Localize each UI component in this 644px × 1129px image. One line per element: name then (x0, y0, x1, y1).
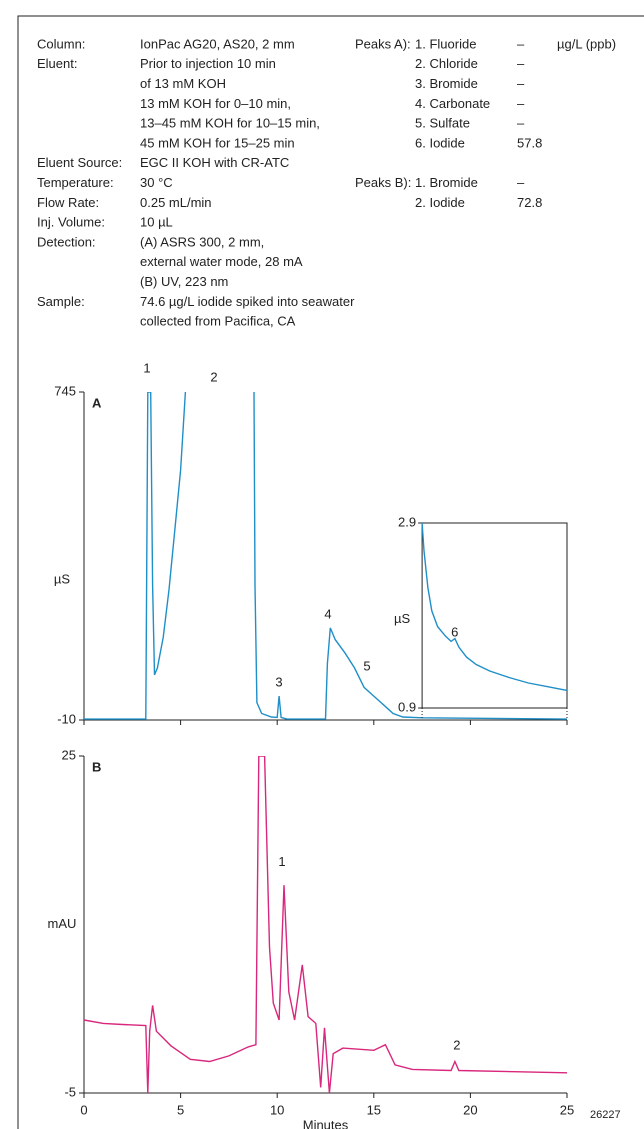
condition-value: (B) UV, 223 nm (140, 274, 228, 289)
x-tick-label: 5 (177, 1102, 184, 1117)
condition-value: 30 °C (140, 175, 173, 190)
condition-label: Detection: (37, 234, 96, 249)
x-tick-label: 10 (270, 1102, 284, 1117)
peak-annotation: 6 (451, 625, 458, 640)
peak-annotation: 3 (275, 675, 282, 690)
inset-frame (421, 522, 568, 709)
condition-value: EGC II KOH with CR-ATC (140, 155, 289, 170)
frame (17, 15, 644, 1129)
y-tick-label: 25 (62, 747, 76, 762)
condition-label: Column: (37, 36, 85, 51)
inset-y-tick-label: 2.9 (398, 514, 416, 529)
trace (84, 392, 568, 720)
peak-value: – (517, 56, 525, 71)
x-tick-label: 0 (80, 1102, 87, 1117)
condition-value: 74.6 µg/L iodide spiked into seawater (140, 294, 355, 309)
y-tick-label: -5 (64, 1084, 76, 1099)
condition-label: Inj. Volume: (37, 215, 105, 230)
condition-label: Sample: (37, 294, 85, 309)
condition-value: Prior to injection 10 min (140, 56, 276, 71)
condition-label: Eluent: (37, 56, 77, 71)
x-tick-label: 20 (463, 1102, 477, 1117)
condition-value: 13–45 mM KOH for 10–15 min, (140, 116, 320, 131)
peak-name: 2. Iodide (415, 195, 465, 210)
peak-annotation: 1 (278, 854, 285, 869)
x-tick-label: 15 (367, 1102, 381, 1117)
peak-name: 1. Fluoride (415, 36, 476, 51)
peaks-unit: µg/L (ppb) (557, 36, 616, 51)
inset-y-tick-label: 0.9 (398, 699, 416, 714)
peaks-label: Peaks A): (355, 36, 411, 51)
y-tick-label: 745 (54, 383, 76, 398)
peak-value: – (517, 96, 525, 111)
panel-label: A (92, 395, 102, 410)
condition-label: Flow Rate: (37, 195, 99, 210)
condition-value: of 13 mM KOH (140, 76, 226, 91)
peak-value: – (517, 175, 525, 190)
condition-label: Temperature: (37, 175, 114, 190)
condition-value: 0.25 mL/min (140, 195, 212, 210)
peak-annotation: 2 (453, 1037, 460, 1052)
peak-name: 5. Sulfate (415, 116, 470, 131)
panel-label: B (92, 759, 101, 774)
peak-name: 3. Bromide (415, 76, 478, 91)
condition-label: Eluent Source: (37, 155, 122, 170)
peak-annotation: 1 (143, 360, 150, 375)
y-axis-label: µS (54, 571, 70, 586)
trace (83, 756, 568, 1094)
y-axis-label: mAU (48, 916, 77, 931)
peak-annotation: 2 (210, 370, 217, 385)
peak-value: – (517, 116, 525, 131)
peak-value: 57.8 (517, 135, 542, 150)
condition-value: 13 mM KOH for 0–10 min, (140, 96, 291, 111)
peak-name: 1. Bromide (415, 175, 478, 190)
peak-name: 2. Chloride (415, 56, 478, 71)
x-tick-label: 25 (560, 1102, 574, 1117)
inset-trace (421, 522, 568, 692)
condition-value: 10 µL (140, 215, 173, 230)
condition-value: IonPac AG20, AS20, 2 mm (140, 36, 295, 51)
peak-name: 6. Iodide (415, 135, 465, 150)
peak-value: 72.8 (517, 195, 542, 210)
peak-value: – (517, 36, 525, 51)
peak-annotation: 5 (363, 658, 370, 673)
inset-y-axis-label: µS (394, 611, 410, 626)
peaks-label: Peaks B): (355, 175, 411, 190)
peak-name: 4. Carbonate (415, 96, 490, 111)
y-tick-label: -10 (57, 711, 76, 726)
figure-id: 26227 (590, 1109, 621, 1121)
condition-value: (A) ASRS 300, 2 mm, (140, 234, 264, 249)
condition-value: external water mode, 28 mA (140, 254, 303, 269)
condition-value: collected from Pacifica, CA (140, 314, 296, 329)
peak-annotation: 4 (324, 606, 331, 621)
condition-value: 45 mM KOH for 15–25 min (140, 135, 295, 150)
peak-value: – (517, 76, 525, 91)
x-axis-label: Minutes (303, 1117, 349, 1129)
